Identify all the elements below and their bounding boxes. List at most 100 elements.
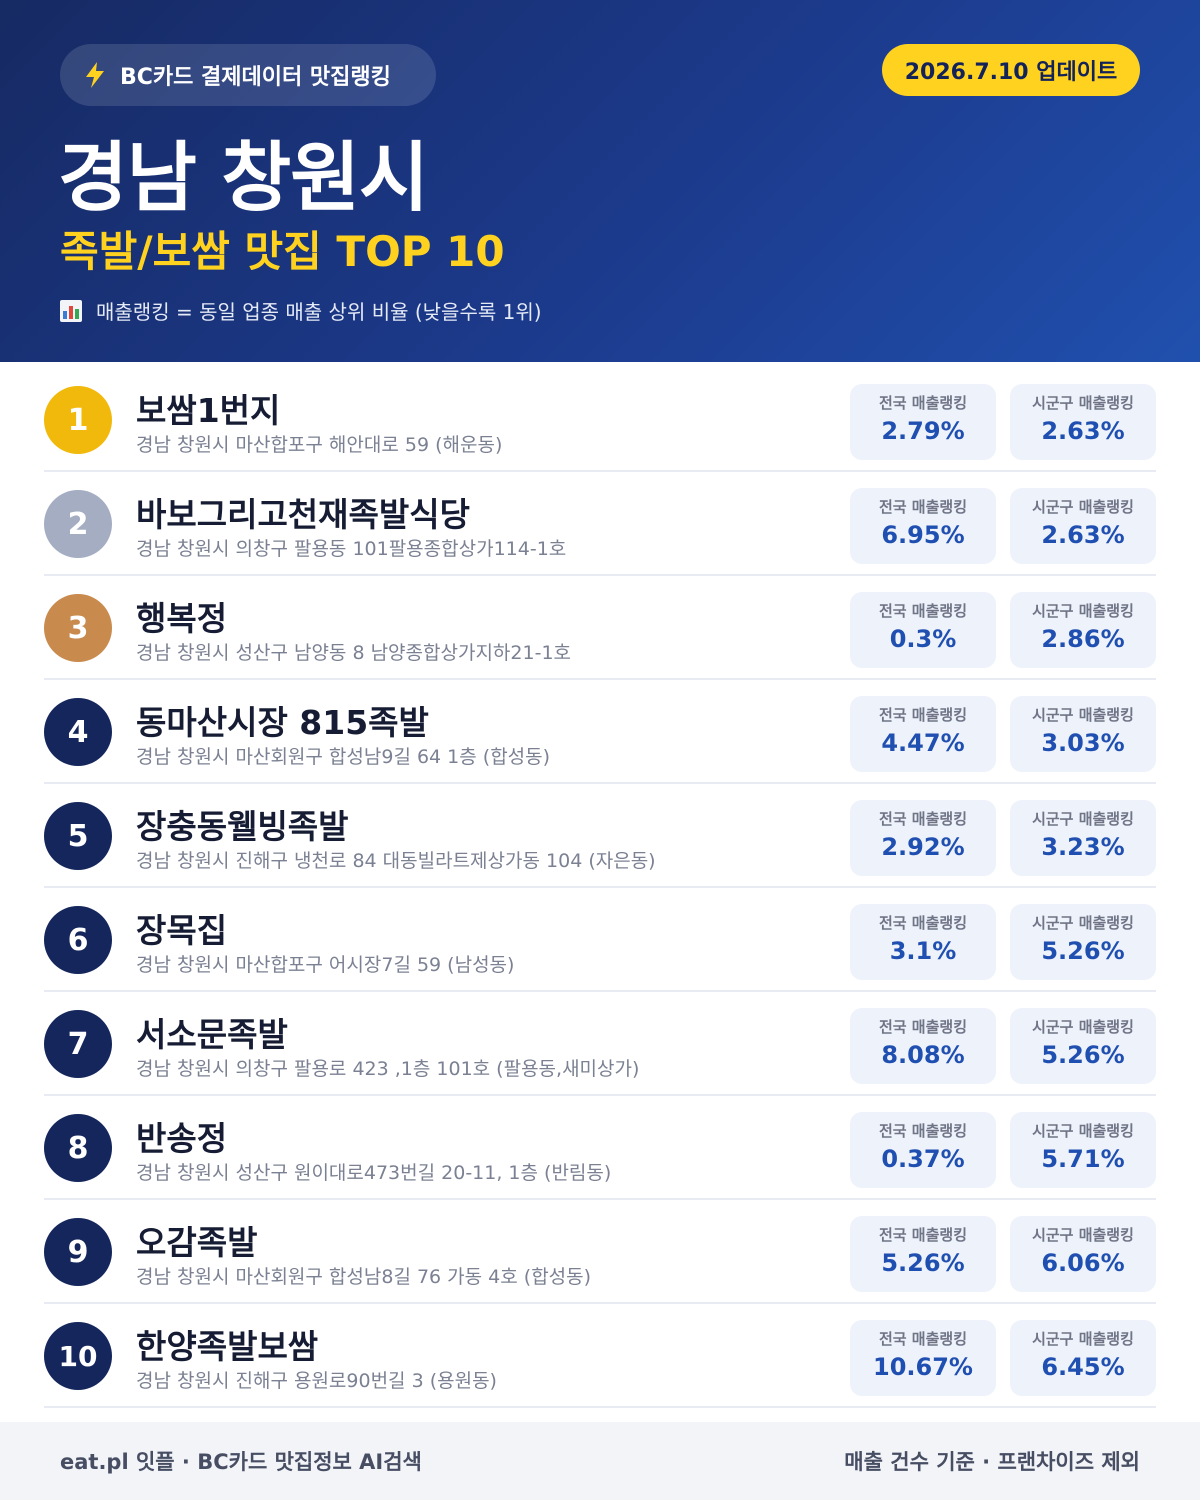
restaurant-address: 경남 창원시 의창구 팔용로 423 ,1층 101호 (팔용동,새미상가): [136, 1058, 640, 1080]
national-rank-badge: 전국 매출랭킹 5.26%: [850, 1216, 996, 1292]
national-rank-badge: 전국 매출랭킹 10.67%: [850, 1320, 996, 1396]
local-rank-badge: 시군구 매출랭킹 5.26%: [1010, 904, 1156, 980]
local-rank-label: 시군구 매출랭킹: [1032, 1122, 1134, 1140]
list-item[interactable]: 7 서소문족발 경남 창원시 의창구 팔용로 423 ,1층 101호 (팔용동…: [44, 992, 1156, 1096]
footer-criteria: 매출 건수 기준 · 프랜차이즈 제외: [844, 1450, 1140, 1474]
local-rank-value: 6.45%: [1041, 1353, 1125, 1381]
national-rank-value: 2.79%: [881, 417, 965, 445]
national-rank-label: 전국 매출랭킹: [878, 602, 968, 620]
page-subtitle: 족발/보쌈 맛집 TOP 10: [60, 227, 505, 276]
national-rank-label: 전국 매출랭킹: [878, 706, 968, 724]
national-rank-value: 0.37%: [881, 1145, 965, 1173]
restaurant-name: 장목집: [136, 911, 228, 950]
local-rank-badge: 시군구 매출랭킹 3.03%: [1010, 696, 1156, 772]
local-rank-value: 2.63%: [1041, 417, 1125, 445]
local-rank-label: 시군구 매출랭킹: [1032, 394, 1134, 412]
restaurant-name: 오감족발: [136, 1223, 258, 1262]
footer-source: eat.pl 잇플 · BC카드 맛집정보 AI검색: [60, 1450, 422, 1474]
local-rank-label: 시군구 매출랭킹: [1032, 602, 1134, 620]
local-rank-value: 5.71%: [1041, 1145, 1125, 1173]
local-rank-label: 시군구 매출랭킹: [1032, 1018, 1134, 1036]
restaurant-name: 바보그리고천재족발식당: [136, 495, 470, 534]
local-rank-badge: 시군구 매출랭킹 5.71%: [1010, 1112, 1156, 1188]
national-rank-badge: 전국 매출랭킹 4.47%: [850, 696, 996, 772]
local-rank-badge: 시군구 매출랭킹 2.63%: [1010, 488, 1156, 564]
list-item[interactable]: 3 행복정 경남 창원시 성산구 남양동 8 남양종합상가지하21-1호 전국 …: [44, 576, 1156, 680]
national-rank-label: 전국 매출랭킹: [878, 810, 968, 828]
header-banner: BC카드 결제데이터 맛집랭킹 2026.7.10 업데이트 경남 창원시 족발…: [0, 0, 1200, 362]
rank-circle: 9: [44, 1218, 112, 1286]
restaurant-address: 경남 창원시 마산회원구 합성남9길 64 1층 (합성동): [136, 746, 551, 768]
brand-badge: BC카드 결제데이터 맛집랭킹: [60, 44, 436, 106]
local-rank-value: 3.03%: [1041, 729, 1125, 757]
national-rank-label: 전국 매출랭킹: [878, 1330, 968, 1348]
national-rank-label: 전국 매출랭킹: [878, 1226, 968, 1244]
restaurant-list: 1 보쌈1번지 경남 창원시 마산합포구 해안대로 59 (해운동) 전국 매출…: [44, 368, 1156, 1408]
restaurant-address: 경남 창원시 진해구 용원로90번길 3 (용원동): [136, 1370, 497, 1392]
national-rank-label: 전국 매출랭킹: [878, 914, 968, 932]
restaurant-name: 행복정: [136, 599, 228, 638]
local-rank-badge: 시군구 매출랭킹 5.26%: [1010, 1008, 1156, 1084]
national-rank-value: 6.95%: [881, 521, 965, 549]
list-item[interactable]: 8 반송정 경남 창원시 성산구 원이대로473번길 20-11, 1층 (반림…: [44, 1096, 1156, 1200]
restaurant-address: 경남 창원시 의창구 팔용동 101팔용종합상가114-1호: [136, 538, 567, 560]
restaurant-name: 동마산시장 815족발: [136, 703, 429, 742]
list-item[interactable]: 2 바보그리고천재족발식당 경남 창원시 의창구 팔용동 101팔용종합상가11…: [44, 472, 1156, 576]
national-rank-badge: 전국 매출랭킹 8.08%: [850, 1008, 996, 1084]
restaurant-address: 경남 창원시 마산회원구 합성남8길 76 가동 4호 (합성동): [136, 1266, 592, 1288]
footer: eat.pl 잇플 · BC카드 맛집정보 AI검색 매출 건수 기준 · 프랜…: [0, 1422, 1200, 1500]
local-rank-label: 시군구 매출랭킹: [1032, 1226, 1134, 1244]
brand-text: BC카드 결제데이터 맛집랭킹: [120, 65, 391, 90]
national-rank-value: 8.08%: [881, 1041, 965, 1069]
list-item[interactable]: 10 한양족발보쌈 경남 창원시 진해구 용원로90번길 3 (용원동) 전국 …: [44, 1304, 1156, 1408]
national-rank-label: 전국 매출랭킹: [878, 1122, 968, 1140]
national-rank-badge: 전국 매출랭킹 2.79%: [850, 384, 996, 460]
local-rank-label: 시군구 매출랭킹: [1032, 810, 1134, 828]
list-item[interactable]: 4 동마산시장 815족발 경남 창원시 마산회원구 합성남9길 64 1층 (…: [44, 680, 1156, 784]
local-rank-value: 5.26%: [1041, 937, 1125, 965]
bar-chart-icon: [60, 299, 82, 322]
rank-circle: 1: [44, 386, 112, 454]
rank-circle: 4: [44, 698, 112, 766]
rank-circle: 8: [44, 1114, 112, 1182]
national-rank-badge: 전국 매출랭킹 6.95%: [850, 488, 996, 564]
local-rank-value: 2.86%: [1041, 625, 1125, 653]
rank-circle: 10: [44, 1322, 112, 1390]
ranking-note-text: 매출랭킹 = 동일 업종 매출 상위 비율 (낮을수록 1위): [96, 300, 542, 324]
list-item[interactable]: 5 장충동웰빙족발 경남 창원시 진해구 냉천로 84 대동빌라트제상가동 10…: [44, 784, 1156, 888]
lightning-icon: [86, 62, 104, 88]
local-rank-value: 2.63%: [1041, 521, 1125, 549]
restaurant-name: 보쌈1번지: [136, 391, 281, 430]
update-date-badge: 2026.7.10 업데이트: [882, 44, 1140, 96]
national-rank-badge: 전국 매출랭킹 2.92%: [850, 800, 996, 876]
local-rank-value: 5.26%: [1041, 1041, 1125, 1069]
rank-circle: 5: [44, 802, 112, 870]
rank-circle: 2: [44, 490, 112, 558]
national-rank-label: 전국 매출랭킹: [878, 394, 968, 412]
local-rank-label: 시군구 매출랭킹: [1032, 706, 1134, 724]
local-rank-label: 시군구 매출랭킹: [1032, 914, 1134, 932]
national-rank-label: 전국 매출랭킹: [878, 498, 968, 516]
national-rank-value: 3.1%: [889, 937, 957, 965]
list-item[interactable]: 6 장목집 경남 창원시 마산합포구 어시장7길 59 (남성동) 전국 매출랭…: [44, 888, 1156, 992]
national-rank-label: 전국 매출랭킹: [878, 1018, 968, 1036]
list-item[interactable]: 1 보쌈1번지 경남 창원시 마산합포구 해안대로 59 (해운동) 전국 매출…: [44, 368, 1156, 472]
national-rank-badge: 전국 매출랭킹 3.1%: [850, 904, 996, 980]
restaurant-name: 반송정: [136, 1119, 228, 1158]
restaurant-address: 경남 창원시 성산구 원이대로473번길 20-11, 1층 (반림동): [136, 1162, 612, 1184]
local-rank-value: 6.06%: [1041, 1249, 1125, 1277]
list-item[interactable]: 9 오감족발 경남 창원시 마산회원구 합성남8길 76 가동 4호 (합성동)…: [44, 1200, 1156, 1304]
ranking-note: 매출랭킹 = 동일 업종 매출 상위 비율 (낮을수록 1위): [60, 296, 542, 325]
national-rank-value: 4.47%: [881, 729, 965, 757]
local-rank-badge: 시군구 매출랭킹 3.23%: [1010, 800, 1156, 876]
page-title: 경남 창원시: [58, 133, 429, 222]
local-rank-badge: 시군구 매출랭킹 2.86%: [1010, 592, 1156, 668]
local-rank-badge: 시군구 매출랭킹 6.45%: [1010, 1320, 1156, 1396]
restaurant-address: 경남 창원시 진해구 냉천로 84 대동빌라트제상가동 104 (자은동): [136, 850, 656, 872]
restaurant-name: 장충동웰빙족발: [136, 807, 349, 846]
national-rank-badge: 전국 매출랭킹 0.37%: [850, 1112, 996, 1188]
restaurant-address: 경남 창원시 성산구 남양동 8 남양종합상가지하21-1호: [136, 642, 572, 664]
national-rank-value: 0.3%: [889, 625, 957, 653]
national-rank-value: 2.92%: [881, 833, 965, 861]
rank-circle: 7: [44, 1010, 112, 1078]
